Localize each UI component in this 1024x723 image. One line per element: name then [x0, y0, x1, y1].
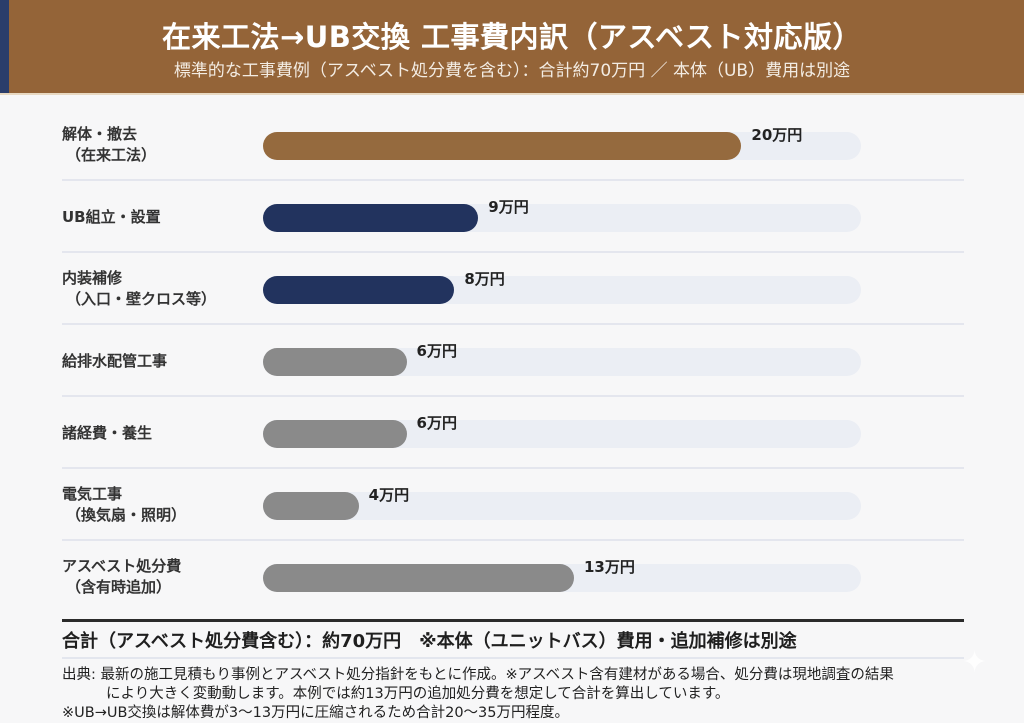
- category-label-line2: （換気扇・照明）: [66, 506, 187, 524]
- row-divider: [62, 179, 964, 181]
- category-label-line1: アスベスト処分費: [62, 557, 182, 575]
- chart-row: 内装補修 （入口・壁クロス等） 8万円: [62, 253, 964, 325]
- total-divider: [62, 657, 964, 659]
- source-line-3: ※UB→UB交換は解体費が3〜13万円に圧縮されるため合計20〜35万円程度。: [62, 705, 569, 721]
- category-label: 解体・撤去 （在来工法）: [62, 109, 156, 181]
- source-note: 出典: 最新の施工見積もり事例とアスベスト処分指針をもとに作成。※アスベスト含有…: [62, 666, 894, 723]
- chart-row: 解体・撤去 （在来工法） 20万円: [62, 109, 964, 181]
- value-label: 6万円: [416, 414, 457, 432]
- sparkle-icon: ✦: [962, 645, 988, 680]
- row-divider: [62, 323, 964, 325]
- category-label: 電気工事 （換気扇・照明）: [62, 469, 186, 541]
- category-label-line1: 給排水配管工事: [62, 351, 168, 370]
- category-label: 諸経費・養生: [62, 397, 152, 469]
- bar: [263, 132, 742, 160]
- category-label-line1: 解体・撤去: [62, 125, 138, 143]
- bar: [263, 348, 407, 376]
- value-label: 9万円: [488, 198, 529, 216]
- value-label: 13万円: [583, 558, 635, 576]
- category-label-line1: 諸経費・養生: [62, 423, 153, 442]
- total-rule: [62, 619, 964, 622]
- value-label: 20万円: [751, 126, 803, 144]
- header-divider: [0, 93, 1024, 95]
- category-label-line2: （含有時追加）: [66, 578, 172, 596]
- category-label: 内装補修 （入口・壁クロス等）: [62, 253, 216, 325]
- value-label: 4万円: [368, 486, 410, 504]
- accent-stripe: [0, 0, 9, 93]
- category-label-line1: UB組立・設置: [62, 207, 161, 226]
- chart-row: 電気工事 （換気扇・照明） 4万円: [62, 469, 964, 541]
- bar: [263, 492, 359, 520]
- bar: [263, 564, 574, 592]
- chart-row: アスベスト処分費 （含有時追加） 13万円: [62, 541, 964, 613]
- value-label: 6万円: [416, 342, 457, 360]
- value-label: 8万円: [464, 270, 505, 288]
- category-label: アスベスト処分費 （含有時追加）: [62, 541, 181, 613]
- row-divider: [62, 395, 964, 397]
- category-label-line2: （入口・壁クロス等）: [66, 290, 217, 308]
- chart-row: UB組立・設置 9万円: [62, 181, 964, 253]
- row-divider: [62, 539, 964, 541]
- source-line-1: 出典: 最新の施工見積もり事例とアスベスト処分指針をもとに作成。※アスベスト含有…: [62, 667, 894, 683]
- category-label-line1: 電気工事: [62, 485, 123, 503]
- total-summary: 合計（アスベスト処分費含む）：約70万円 ※本体（ユニットバス）費用・追加補修は…: [62, 631, 797, 652]
- bar: [263, 420, 407, 448]
- category-label: 給排水配管工事: [62, 325, 167, 397]
- row-divider: [62, 467, 964, 469]
- category-label-line2: （在来工法）: [66, 146, 157, 164]
- bar-track: [263, 492, 861, 520]
- category-label: UB組立・設置: [62, 181, 161, 253]
- header-banner: [9, 0, 1024, 93]
- bar: [263, 276, 455, 304]
- bar: [263, 204, 479, 232]
- chart-row: 諸経費・養生 6万円: [62, 397, 964, 469]
- page-subtitle: 標準的な工事費例（アスベスト処分費を含む）：合計約70万円 ／ 本体（UB）費用…: [173, 61, 851, 81]
- source-line-2: により大きく変動動します。本例では約13万円の追加処分費を想定して合計を算出して…: [106, 686, 730, 702]
- page-title: 在来工法→UB交換 工事費内訳（アスベスト対応版）: [161, 20, 863, 54]
- category-label-line1: 内装補修: [62, 269, 123, 287]
- row-divider: [62, 251, 964, 253]
- chart-row: 給排水配管工事 6万円: [62, 325, 964, 397]
